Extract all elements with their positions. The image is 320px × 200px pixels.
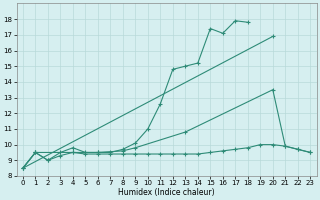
X-axis label: Humidex (Indice chaleur): Humidex (Indice chaleur) <box>118 188 215 197</box>
